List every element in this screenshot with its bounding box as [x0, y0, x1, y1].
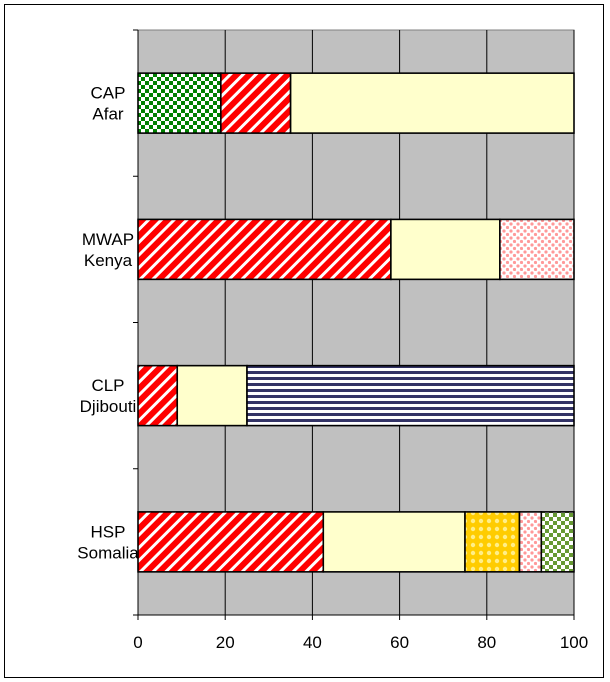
bar-segment-3-3 — [518, 511, 543, 573]
bar-segment-1-2 — [499, 218, 575, 281]
x-tick-label: 0 — [133, 633, 142, 652]
category-label: Kenya — [84, 251, 133, 270]
x-tick-label: 100 — [560, 633, 588, 652]
bar-segment-0-2 — [289, 72, 575, 134]
category-label: Afar — [92, 105, 124, 124]
bar-segment-1-0 — [137, 218, 392, 281]
category-label: CAP — [91, 84, 126, 103]
bar-segment-0-0 — [137, 72, 222, 134]
bar-segment-3-2 — [464, 511, 521, 573]
bars — [137, 72, 575, 573]
bar-segment-2-0 — [137, 364, 179, 427]
bar-segment-1-1 — [390, 218, 501, 281]
bar-segment-2-1 — [176, 364, 248, 427]
x-tick-label: 20 — [216, 633, 235, 652]
category-label: Djibouti — [80, 397, 137, 416]
category-label: Somalia — [77, 543, 139, 562]
bar-segment-3-1 — [322, 511, 466, 573]
category-label: MWAP — [82, 230, 134, 249]
axes — [133, 29, 575, 620]
chart-frame: CAP Afar MWAP Kenya CLP Djibouti HSP Somalia 0 20… — [4, 4, 604, 678]
bar-segment-3-4 — [540, 511, 575, 573]
x-tick-label: 60 — [390, 633, 409, 652]
x-tick-label: 40 — [303, 633, 322, 652]
stacked-bar-chart: CAP Afar MWAP Kenya CLP Djibouti HSP Somalia 0 20… — [77, 29, 588, 652]
category-label: HSP — [91, 522, 126, 541]
labels: CAP Afar MWAP Kenya CLP Djibouti HSP Somalia 0 20… — [77, 84, 588, 652]
bar-segment-0-1 — [220, 72, 292, 134]
bar-segment-3-0 — [137, 511, 325, 573]
category-label: CLP — [91, 376, 124, 395]
x-tick-label: 80 — [477, 633, 496, 652]
bar-segment-2-2 — [246, 364, 575, 427]
